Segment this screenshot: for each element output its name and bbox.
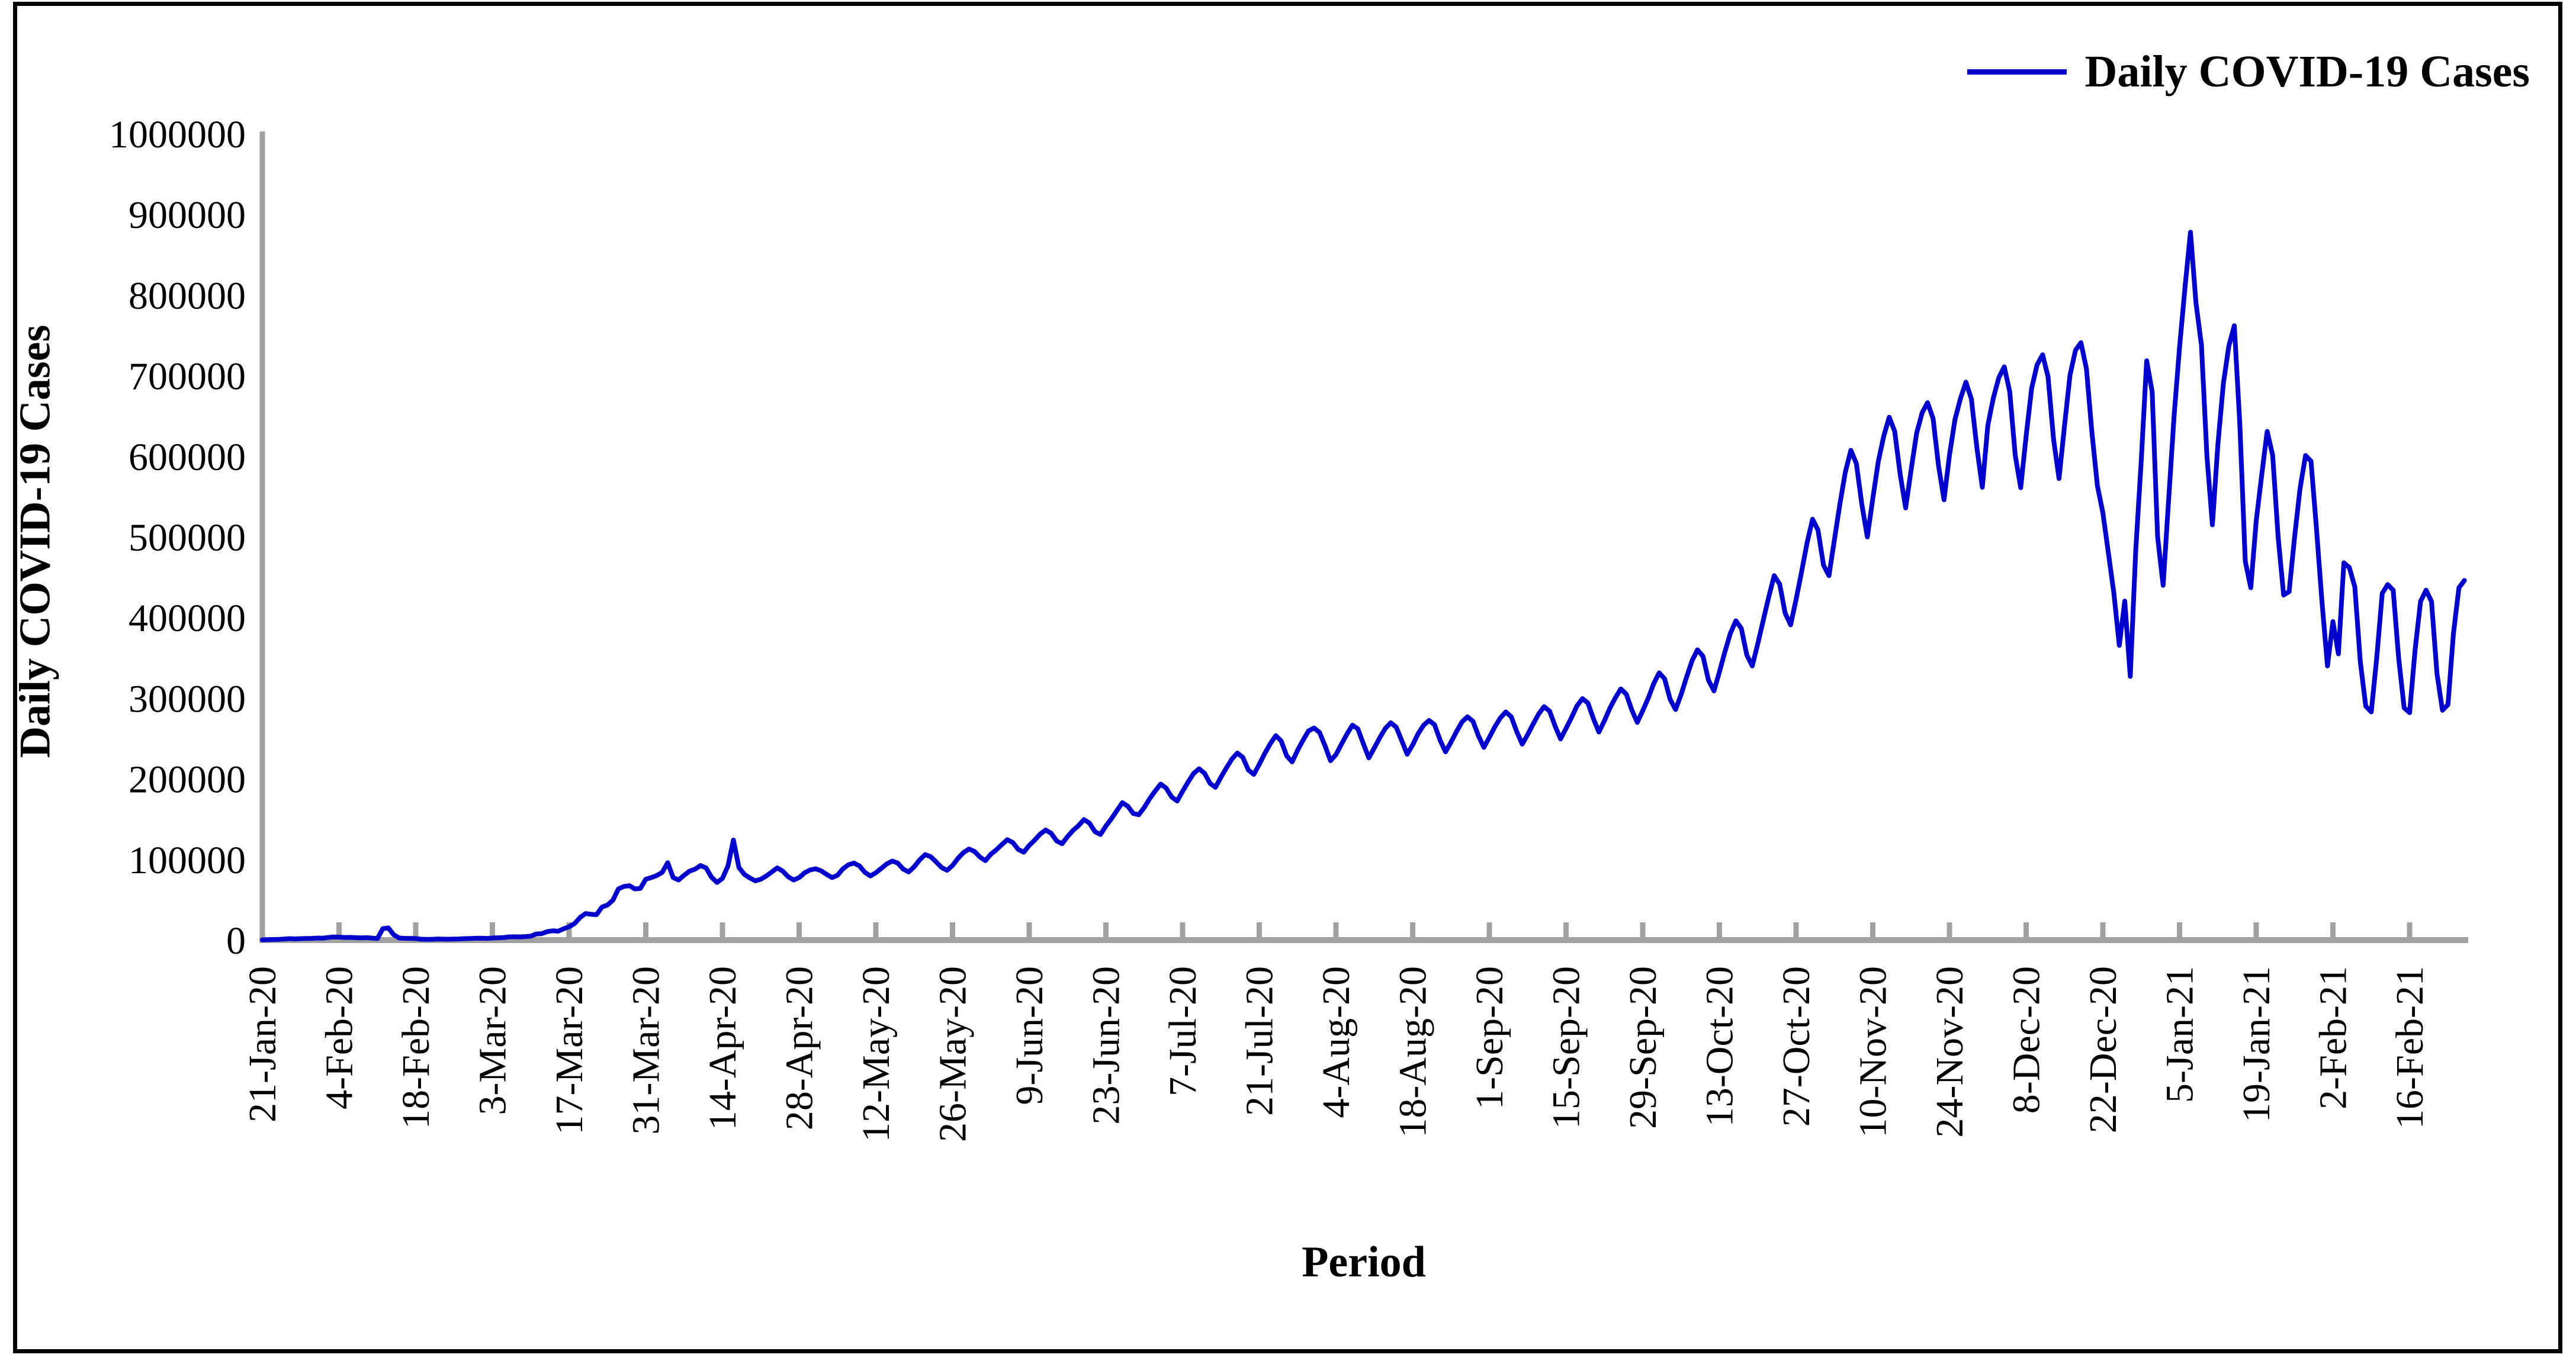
y-tick-label: 700000 (129, 355, 246, 398)
y-tick-label: 0 (226, 919, 246, 963)
x-tick-label: 10-Nov-20 (1852, 966, 1895, 1138)
x-tick-label: 9-Jun-20 (1008, 966, 1051, 1105)
x-tick-label: 18-Aug-20 (1392, 966, 1435, 1138)
y-tick-label: 900000 (129, 194, 246, 237)
x-tick-label: 1-Sep-20 (1468, 966, 1511, 1109)
x-tick-label: 7-Jul-20 (1161, 966, 1205, 1096)
x-tick-label: 14-Apr-20 (701, 966, 744, 1130)
x-tick-label: 3-Mar-20 (471, 966, 515, 1115)
x-tick-label: 12-May-20 (855, 966, 898, 1142)
y-tick-label: 600000 (129, 436, 246, 479)
x-tick-label: 27-Oct-20 (1775, 966, 1818, 1127)
y-tick-label: 400000 (129, 597, 246, 640)
x-tick-label: 13-Oct-20 (1698, 966, 1742, 1127)
x-tick-label: 21-Jan-20 (241, 966, 284, 1122)
x-tick-label: 26-May-20 (932, 966, 975, 1142)
x-tick-label: 2-Feb-21 (2312, 966, 2355, 1109)
x-tick-label: 16-Feb-21 (2388, 966, 2432, 1129)
legend: Daily COVID-19 Cases (1967, 46, 2530, 98)
y-tick-label: 500000 (129, 516, 246, 559)
y-tick-label: 100000 (129, 839, 246, 882)
x-tick-label: 21-Jul-20 (1238, 966, 1281, 1116)
y-tick-label: 1000000 (109, 113, 246, 156)
y-axis-title: Daily COVID-19 Cases (11, 324, 60, 758)
x-tick-label: 18-Feb-20 (394, 966, 438, 1129)
x-tick-label: 5-Jan-21 (2159, 966, 2202, 1103)
x-axis-title: Period (1302, 1238, 1426, 1286)
x-tick-label: 4-Aug-20 (1315, 966, 1358, 1118)
x-tick-label: 29-Sep-20 (1621, 966, 1665, 1129)
x-tick-label: 19-Jan-21 (2235, 966, 2278, 1122)
x-tick-label: 31-Mar-20 (625, 966, 668, 1135)
x-tick-label: 8-Dec-20 (2005, 966, 2048, 1114)
x-tick-label: 15-Sep-20 (1545, 966, 1588, 1129)
legend-line-icon (1967, 69, 2067, 75)
legend-label: Daily COVID-19 Cases (2084, 47, 2530, 96)
x-tick-label: 24-Nov-20 (1928, 966, 1971, 1138)
y-tick-label: 200000 (129, 758, 246, 802)
data-series-line (260, 230, 2467, 942)
x-tick-label: 4-Feb-20 (318, 966, 361, 1109)
y-tick-label: 300000 (129, 677, 246, 720)
x-tick-label: 22-Dec-20 (2082, 966, 2125, 1133)
x-tick-label: 28-Apr-20 (778, 966, 821, 1130)
x-tick-label: 23-Jun-20 (1085, 966, 1128, 1125)
y-tick-label: 800000 (129, 274, 246, 317)
x-tick-label: 17-Mar-20 (548, 966, 591, 1135)
